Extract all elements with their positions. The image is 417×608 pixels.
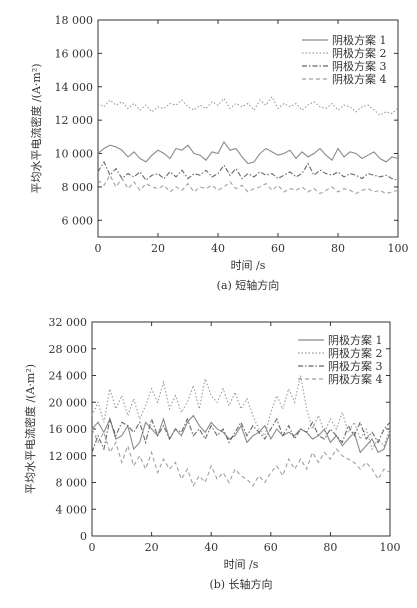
chart-a-legend-label-3: 阴极方案 3 xyxy=(332,59,387,73)
chart-b-legend-label-1: 阴极方案 1 xyxy=(328,333,383,347)
chart-a-series-line-4 xyxy=(97,174,399,195)
chart-b-series-line-3 xyxy=(91,416,391,453)
chart-a-ytick-label: 8 000 xyxy=(62,181,94,194)
chart-b-xlabel: 时间 /s xyxy=(224,558,259,571)
chart-b-ytick-label: 32 000 xyxy=(49,316,88,329)
chart-b-series-line-2 xyxy=(91,375,391,451)
chart-b-ytick-label: 16 000 xyxy=(49,423,88,436)
chart-b-ytick-label: 0 xyxy=(80,530,87,543)
chart-a-series-line-3 xyxy=(97,160,399,181)
chart-a-svg: 6 000 8 000 10 000 12 000 14 000 16 000 18 000… xyxy=(29,14,409,292)
chart-b-legend-label-2: 阴极方案 2 xyxy=(328,346,383,360)
chart-b-ylabel: 平均水平电流密度 /(A·m²) xyxy=(23,364,37,494)
chart-b-xtick-label: 60 xyxy=(264,541,278,554)
chart-b-xtick-label: 40 xyxy=(204,541,218,554)
chart-b-ytick-label: 12 000 xyxy=(49,450,88,463)
chart-b-xtick-label: 100 xyxy=(380,541,401,554)
chart-a-xlabel: 时间 /s xyxy=(231,259,266,272)
chart-a-series-line-2 xyxy=(97,95,399,116)
chart-a-frame xyxy=(97,19,399,238)
chart-b-ytick-label: 20 000 xyxy=(49,396,88,409)
chart-b-ytick-label: 28 000 xyxy=(49,343,88,356)
chart-b-series-line-4 xyxy=(91,428,391,488)
chart-a-legend-label-1: 阴极方案 1 xyxy=(332,33,387,47)
chart-a-xtick-label: 60 xyxy=(271,242,285,255)
chart-a-ylabel: 平均水平电流密度 /(A·m²) xyxy=(29,63,43,193)
chart-b-series-line-1 xyxy=(91,414,391,454)
chart-a-caption: (a) 短轴方向 xyxy=(217,278,280,292)
chart-a-xtick-label: 80 xyxy=(331,242,345,255)
chart-a-legend-label-2: 阴极方案 2 xyxy=(332,46,387,60)
chart-b: 0 4 000 8 000 12 000 16 000 20 000 24 000 28 00… xyxy=(0,306,417,608)
chart-b-xtick-label: 0 xyxy=(89,541,96,554)
chart-a-xtick-label: 100 xyxy=(388,242,409,255)
chart-b-xtick-label: 20 xyxy=(145,541,159,554)
chart-b-svg: 0 4 000 8 000 12 000 16 000 20 000 24 000 28 00… xyxy=(23,316,401,591)
chart-a-xtick-label: 20 xyxy=(151,242,165,255)
chart-a-xtick-label: 0 xyxy=(95,242,102,255)
chart-b-ytick-label: 8 000 xyxy=(56,477,88,490)
chart-a-ytick-label: 10 000 xyxy=(55,148,94,161)
chart-b-ytick-label: 4 000 xyxy=(56,503,88,516)
chart-a-ytick-label: 6 000 xyxy=(62,214,94,227)
chart-a-legend-label-4: 阴极方案 4 xyxy=(332,72,387,86)
chart-b-legend-label-3: 阴极方案 3 xyxy=(328,359,383,373)
chart-b-legend-label-4: 阴极方案 4 xyxy=(328,372,383,386)
chart-a: 6 000 8 000 10 000 12 000 14 000 16 000 18 000… xyxy=(29,14,409,292)
chart-a-xtick-label: 40 xyxy=(211,242,225,255)
chart-a-ytick-label: 12 000 xyxy=(55,114,94,127)
chart-b-plot: 0 4 000 8 000 12 000 16 000 20 000 24 000 28 00… xyxy=(23,316,401,591)
chart-a-series-line-1 xyxy=(97,140,399,165)
chart-b-ytick-label: 24 000 xyxy=(49,370,88,383)
chart-a-ytick-label: 14 000 xyxy=(55,81,94,94)
chart-b-caption: (b) 长轴方向 xyxy=(209,577,272,591)
chart-a-plot: 6 000 8 000 10 000 12 000 14 000 16 000 18 000… xyxy=(29,14,409,292)
chart-b-xtick-label: 80 xyxy=(323,541,337,554)
chart-a-ytick-label: 18 000 xyxy=(55,14,94,27)
chart-a-ytick-label: 16 000 xyxy=(55,47,94,60)
